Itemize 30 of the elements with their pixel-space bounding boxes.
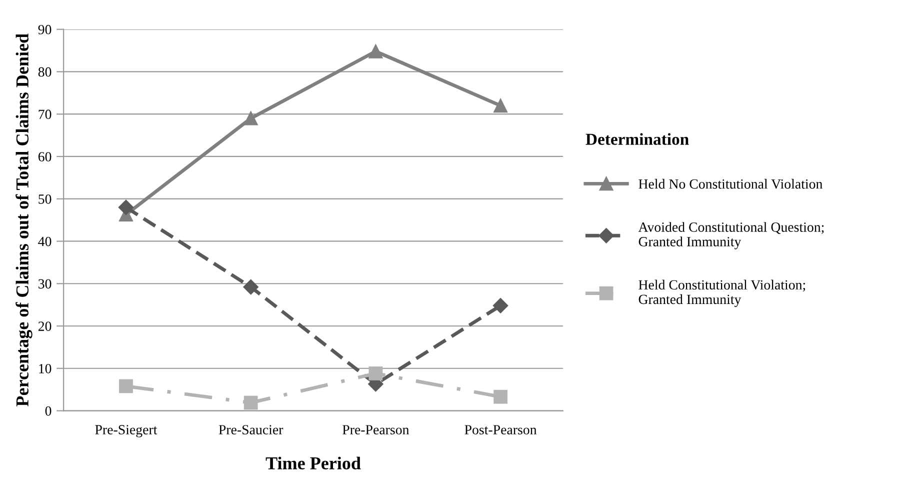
point <box>118 200 134 215</box>
point <box>119 379 133 394</box>
y-tick-label: 30 <box>38 279 52 289</box>
x-tick-label: Post-Pearson <box>464 425 537 434</box>
point <box>368 44 383 58</box>
x-axis-title: Time Period <box>266 456 361 470</box>
y-tick-label: 50 <box>38 194 52 204</box>
y-tick-label: 0 <box>45 406 52 416</box>
y-tick-label: 20 <box>38 322 52 331</box>
legend-label: Held No Constitutional Violation <box>638 178 822 189</box>
legend-label: Held Constitutional Violation; Granted Immunity <box>638 280 806 307</box>
point <box>368 366 383 380</box>
y-tick-label: 10 <box>39 364 52 374</box>
x-tick-label: Pre-Siegert <box>95 425 158 438</box>
point <box>492 298 508 314</box>
y-axis-title: Percentage of Claims out of Total Claims Denied <box>16 34 32 406</box>
legend-label: Avoided Constitutional Question; Granted Immunity <box>638 222 824 250</box>
y-tick-label: 70 <box>38 110 52 120</box>
legend-title: Determination <box>586 133 689 145</box>
point <box>243 279 258 295</box>
y-tick-label: 40 <box>38 236 52 246</box>
y-tick-label: 80 <box>38 67 52 77</box>
point <box>244 396 258 410</box>
x-tick-label: Pre-Pearson <box>342 425 410 434</box>
x-tick-label: Pre-Saucier <box>218 425 284 434</box>
point <box>244 111 258 126</box>
point <box>494 98 508 113</box>
y-tick-label: 60 <box>38 152 52 162</box>
point <box>494 390 508 404</box>
y-tick-label: 90 <box>38 24 52 34</box>
